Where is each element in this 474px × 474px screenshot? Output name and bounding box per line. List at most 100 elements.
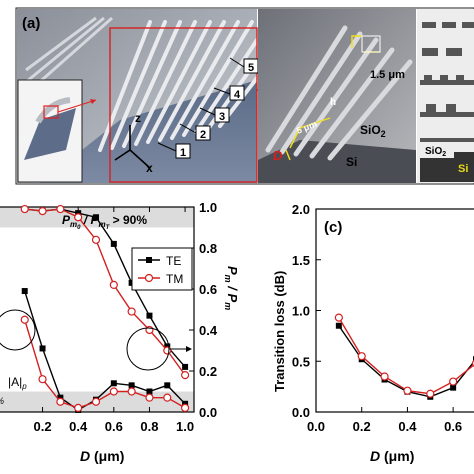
panel-b-frame [0, 206, 195, 413]
b-point-te [75, 210, 82, 217]
b-point-tm [38, 375, 47, 384]
callout-4: 4 [213, 85, 245, 101]
b-right-axis-title: Pm / Pm [223, 266, 240, 310]
panel-c-label: (c) [324, 219, 342, 236]
c-x-tick-label: 0.4 [398, 419, 417, 434]
b-point-tm [109, 387, 118, 396]
b-point-te [57, 394, 64, 401]
callout-label: 3 [219, 111, 225, 123]
b-point-tm [20, 315, 29, 324]
c-series-line-tm [338, 317, 474, 395]
callouts: 1 2 3 4 5 [157, 57, 259, 159]
b-point-tm [145, 393, 154, 402]
b-callout-arrowhead [186, 346, 192, 352]
b-point-tm [91, 397, 101, 406]
c-x-tick-label: 0.0 [307, 419, 325, 434]
b-series-line-tm-left [24, 319, 186, 409]
c-x-tick-label: 0.2 [353, 419, 371, 434]
b-callout-circle-left [0, 309, 36, 351]
b-point-tm [38, 207, 47, 216]
b-x-tick-label: 0.8 [140, 419, 158, 434]
c-point-te [450, 384, 457, 391]
b-point-tm [74, 403, 83, 412]
b-point-tm [91, 235, 101, 244]
b-point-tm [127, 387, 136, 396]
b-point-te [146, 388, 153, 395]
b-point-tm [20, 204, 29, 214]
b-right-tick-label: 0.0 [199, 405, 217, 420]
b-point-te [110, 380, 117, 387]
b-right-tick-label: 1.0 [199, 200, 217, 215]
c-x-tick-label: 0.6 [444, 419, 462, 434]
b-right-tick-label: 0.8 [199, 241, 217, 256]
cross-sections: SiO2 Si [417, 9, 474, 183]
callout-label: 1 [180, 147, 186, 159]
c-y-tick-label: 1.0 [292, 304, 310, 319]
c-y-ticklabels: 0.0 0.5 1.0 1.5 2.0 [292, 202, 310, 420]
axis-z-label: z [135, 111, 141, 125]
b-x-tick-label: 1.0 [176, 419, 194, 434]
callout-3: 3 [199, 107, 230, 123]
c-x-ticklabels: 0.00.20.40.60.81.0 [307, 419, 462, 434]
axes-triad [114, 125, 151, 169]
panel-a-label: (a) [22, 15, 40, 32]
zoom-box [109, 27, 258, 183]
b-point-te [93, 214, 99, 221]
c-point-tm [426, 389, 435, 398]
panel-b-series [20, 204, 190, 413]
callout-label: 2 [200, 129, 206, 141]
b-series-line-te-left [24, 290, 186, 411]
b-right-ticklabels: 0.0 0.2 0.4 0.6 0.8 1.0 [199, 200, 218, 420]
legend-tm-marker [144, 273, 154, 283]
cs-sio2-label: SiO2 [425, 146, 446, 158]
b-point-tm [109, 280, 118, 289]
b-point-tm [163, 346, 172, 355]
b-x-tick-label: 0.6 [105, 419, 123, 434]
b-callout-circle-right [126, 327, 170, 371]
c-point-tm [380, 372, 389, 381]
callout-1: 1 [157, 142, 191, 159]
b-left-label: |A|p [8, 375, 27, 391]
sem-scale-box [361, 35, 381, 53]
c-point-tm [403, 386, 412, 395]
sem-fins [265, 25, 413, 161]
b-series-line-tm-right [24, 208, 186, 376]
b-point-te [146, 312, 153, 319]
panel-a: (a) z x 1 2 3 [15, 7, 474, 185]
c-xlabel: D (μm) [370, 448, 414, 464]
b-x-tick-label: 0.2 [34, 419, 52, 434]
c-ylabel: Transition loss (dB) [272, 271, 287, 392]
panel-b: Pm0 / PmT > 90% TE TM |A|p % 0.00.20.40.… [0, 200, 240, 464]
b-point-te [182, 400, 189, 407]
b-x-tick-label: 0.4 [69, 419, 88, 434]
b-point-tm [163, 393, 172, 402]
c-point-tm [357, 352, 366, 361]
b-xlabel: D (μm) [80, 448, 124, 464]
b-x-ticklabels: 0.2 0.4 0.6 0.8 1.0 [34, 419, 195, 434]
legend-te-label: TE [166, 254, 181, 268]
c-point-tm [449, 377, 458, 386]
b-left-partial: % [0, 396, 4, 406]
b-point-tm [56, 397, 65, 406]
legend-tm-label: TM [166, 272, 183, 286]
b-right-tick-label: 0.6 [199, 282, 217, 297]
b-point-te [164, 382, 171, 389]
panel-c-ticks [315, 208, 454, 413]
b-point-tm [127, 307, 136, 316]
b-point-te [182, 363, 189, 370]
b-point-te [164, 343, 171, 350]
callout-label: 4 [234, 89, 241, 101]
b-point-tm [180, 403, 190, 412]
b-point-tm [56, 204, 65, 214]
c-y-tick-label: 0.0 [292, 405, 310, 420]
dim-1-5um: 1.5 μm [370, 69, 405, 81]
c-y-tick-label: 0.5 [292, 354, 310, 369]
panel-c-series [334, 313, 474, 400]
dim-D: D [273, 148, 283, 163]
cs-si-label: Si [458, 163, 468, 175]
callout-2: 2 [179, 123, 211, 141]
dim-h: h [330, 97, 336, 108]
b-right-tick-label: 0.2 [199, 364, 217, 379]
b-point-te [110, 240, 117, 247]
